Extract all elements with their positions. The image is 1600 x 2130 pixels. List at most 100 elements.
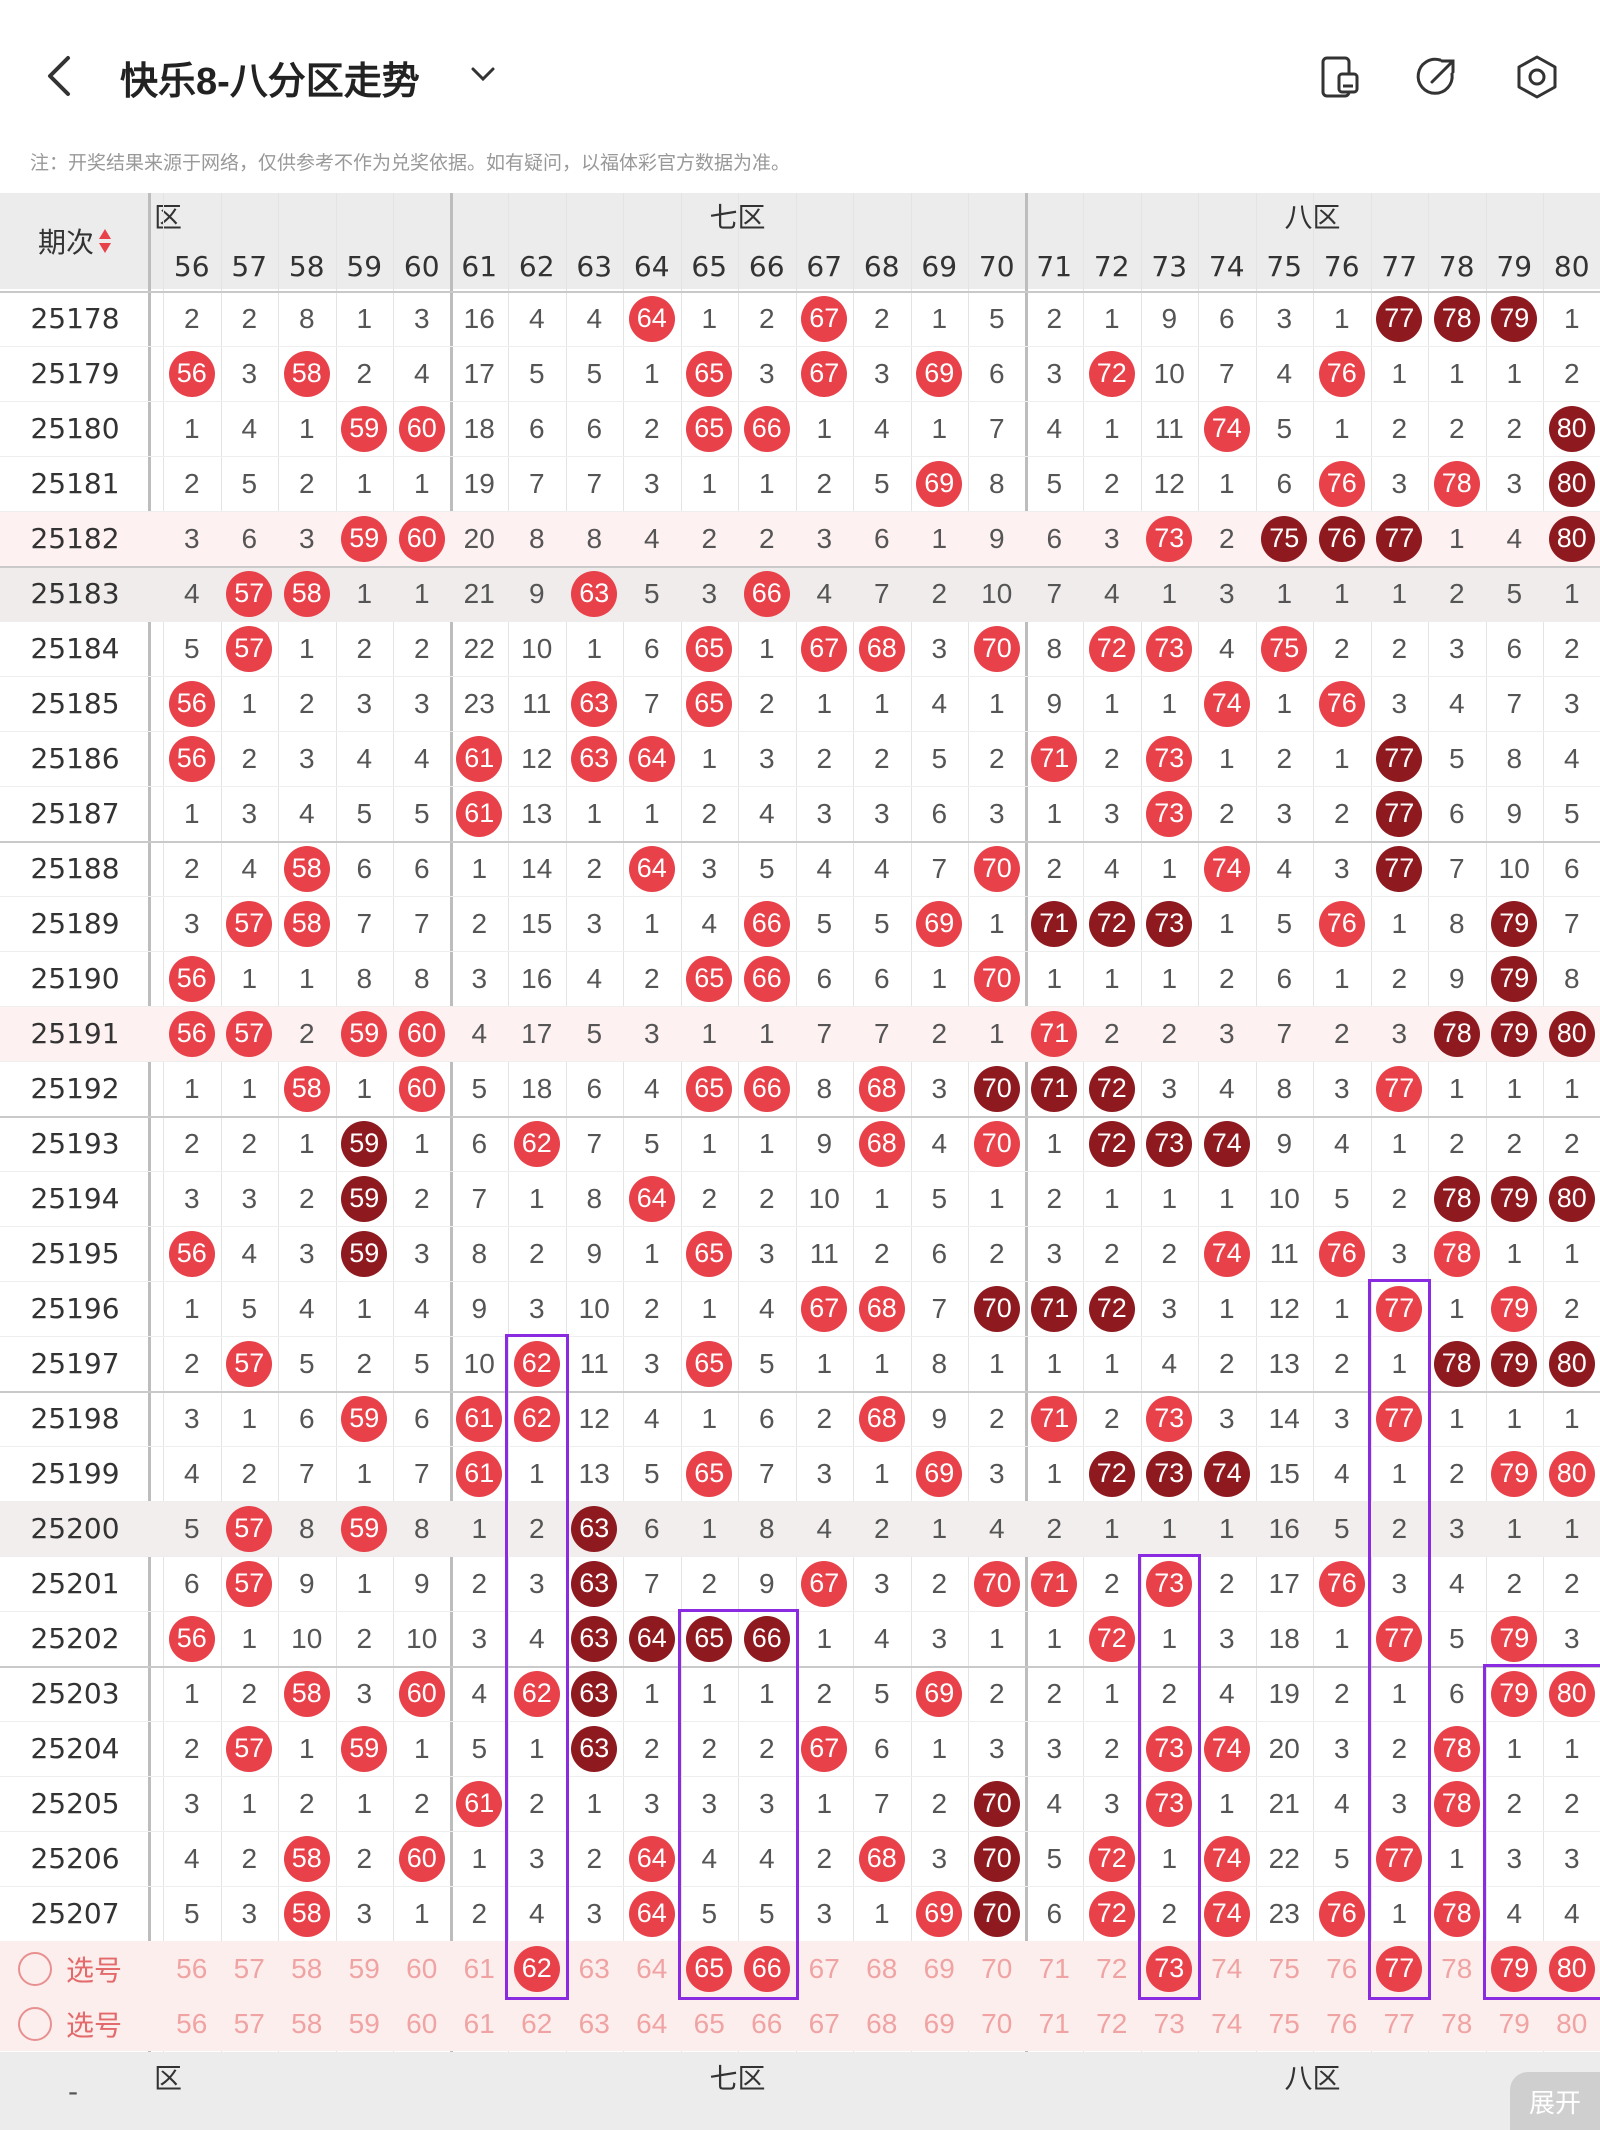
table-cell: 3 xyxy=(1161,1292,1178,1324)
period-label: 期次 xyxy=(37,226,94,259)
table-cell: 78 xyxy=(1428,1721,1486,1776)
table-cell: 77 xyxy=(1371,1061,1429,1116)
select-number[interactable]: 56 xyxy=(176,1952,208,1984)
select-number[interactable]: 67 xyxy=(808,1952,840,1984)
select-number[interactable]: 57 xyxy=(233,2007,265,2039)
table-cell: 76 xyxy=(1313,346,1371,401)
select-number[interactable]: 63 xyxy=(578,1952,610,1984)
select-number[interactable]: 73 xyxy=(1141,1941,1199,1996)
select-number[interactable]: 79 xyxy=(1486,1941,1544,1996)
select-number[interactable]: 67 xyxy=(808,2007,840,2039)
table-cell: 1 xyxy=(988,1622,1005,1654)
table-cell: 1 xyxy=(471,852,488,884)
select-number[interactable]: 64 xyxy=(636,2007,668,2039)
select-number[interactable]: 71 xyxy=(1038,2007,1070,2039)
select-number[interactable]: 78 xyxy=(1441,1952,1473,1984)
table-cell: 4 xyxy=(241,1237,258,1269)
select-row-label[interactable]: 选号 xyxy=(18,1996,122,2051)
select-number[interactable]: 70 xyxy=(981,2007,1013,2039)
select-row-label[interactable]: 选号 xyxy=(18,1941,122,1996)
select-number[interactable]: 74 xyxy=(1211,1952,1243,1984)
select-number[interactable]: 69 xyxy=(923,2007,955,2039)
drawn-ball: 58 xyxy=(283,1835,330,1882)
select-number[interactable]: 60 xyxy=(406,1952,438,1984)
select-number[interactable]: 80 xyxy=(1543,1941,1600,1996)
table-cell: 1 xyxy=(1448,1072,1465,1104)
select-number[interactable]: 60 xyxy=(406,2007,438,2039)
period-column-header[interactable]: 期次 xyxy=(0,193,150,289)
radio-icon[interactable] xyxy=(18,1951,52,1986)
column-divider xyxy=(1428,193,1429,2052)
select-number[interactable]: 62 xyxy=(508,1941,566,1996)
select-number[interactable]: 57 xyxy=(233,1952,265,1984)
period-cell: 25206 xyxy=(30,1842,120,1875)
select-number[interactable]: 65 xyxy=(693,2007,725,2039)
select-number[interactable]: 58 xyxy=(291,1952,323,1984)
table-cell: 1 xyxy=(1333,742,1350,774)
table-cell: 70 xyxy=(968,1556,1026,1611)
column-header: 61 xyxy=(461,249,498,283)
select-number[interactable]: 76 xyxy=(1326,2007,1358,2039)
select-number[interactable]: 66 xyxy=(738,1941,796,1996)
select-number[interactable]: 68 xyxy=(866,2007,898,2039)
table-cell: 6 xyxy=(816,962,833,994)
select-number[interactable]: 56 xyxy=(176,2007,208,2039)
radio-icon[interactable] xyxy=(18,2006,52,2041)
select-number[interactable]: 75 xyxy=(1268,1952,1300,1984)
chevron-down-icon[interactable] xyxy=(468,62,498,86)
select-number[interactable]: 61 xyxy=(463,1952,495,1984)
select-number[interactable]: 71 xyxy=(1038,1952,1070,1984)
select-number[interactable]: 77 xyxy=(1371,1941,1429,1996)
select-number[interactable]: 65 xyxy=(681,1941,739,1996)
column-header: 69 xyxy=(921,249,958,283)
table-cell: 10 xyxy=(291,1622,323,1654)
select-number[interactable]: 73 xyxy=(1153,2007,1185,2039)
table-cell: 2 xyxy=(1563,1787,1580,1819)
select-number[interactable]: 63 xyxy=(578,2007,610,2039)
table-cell: 2 xyxy=(988,1402,1005,1434)
select-number[interactable]: 80 xyxy=(1556,2007,1588,2039)
select-number[interactable]: 61 xyxy=(463,2007,495,2039)
select-number[interactable]: 75 xyxy=(1268,2007,1300,2039)
select-number[interactable]: 64 xyxy=(636,1952,668,1984)
table-cell: 2 xyxy=(1218,962,1235,994)
select-number[interactable]: 58 xyxy=(291,2007,323,2039)
table-cell: 3 xyxy=(356,1677,373,1709)
select-number[interactable]: 69 xyxy=(923,1952,955,1984)
share-icon[interactable] xyxy=(1412,52,1462,102)
selected-ball[interactable]: 65 xyxy=(686,1945,733,1992)
expand-button[interactable]: 展开 xyxy=(1510,2072,1600,2130)
table-cell: 5 xyxy=(1448,1622,1465,1654)
select-number[interactable]: 59 xyxy=(348,2007,380,2039)
drawn-ball: 58 xyxy=(283,1065,330,1112)
drawn-ball: 58 xyxy=(283,1890,330,1937)
select-number[interactable]: 78 xyxy=(1441,2007,1473,2039)
table-cell: 4 xyxy=(1046,1787,1063,1819)
table-cell: 2 xyxy=(183,1732,200,1764)
select-number[interactable]: 76 xyxy=(1326,1952,1358,1984)
selected-ball[interactable]: 79 xyxy=(1491,1945,1538,1992)
select-number[interactable]: 70 xyxy=(981,1952,1013,1984)
back-icon[interactable] xyxy=(40,52,80,100)
table-cell: 1 xyxy=(758,1677,775,1709)
select-number[interactable]: 62 xyxy=(521,2007,553,2039)
select-number[interactable]: 77 xyxy=(1383,2007,1415,2039)
selected-ball[interactable]: 73 xyxy=(1146,1945,1193,1992)
phone-icon[interactable] xyxy=(1315,52,1365,102)
selected-ball[interactable]: 62 xyxy=(513,1945,560,1992)
select-number[interactable]: 74 xyxy=(1211,2007,1243,2039)
settings-icon[interactable] xyxy=(1512,52,1562,102)
select-number[interactable]: 72 xyxy=(1096,2007,1128,2039)
row-divider xyxy=(0,951,1600,952)
select-number[interactable]: 72 xyxy=(1096,1952,1128,1984)
selected-ball[interactable]: 80 xyxy=(1548,1945,1595,1992)
selected-ball[interactable]: 66 xyxy=(743,1945,790,1992)
table-cell: 1 xyxy=(356,577,373,609)
select-number[interactable]: 59 xyxy=(348,1952,380,1984)
selected-ball[interactable]: 77 xyxy=(1376,1945,1423,1992)
table-cell: 1 xyxy=(816,1347,833,1379)
table-cell: 70 xyxy=(968,951,1026,1006)
select-number[interactable]: 66 xyxy=(751,2007,783,2039)
select-number[interactable]: 79 xyxy=(1498,2007,1530,2039)
select-number[interactable]: 68 xyxy=(866,1952,898,1984)
